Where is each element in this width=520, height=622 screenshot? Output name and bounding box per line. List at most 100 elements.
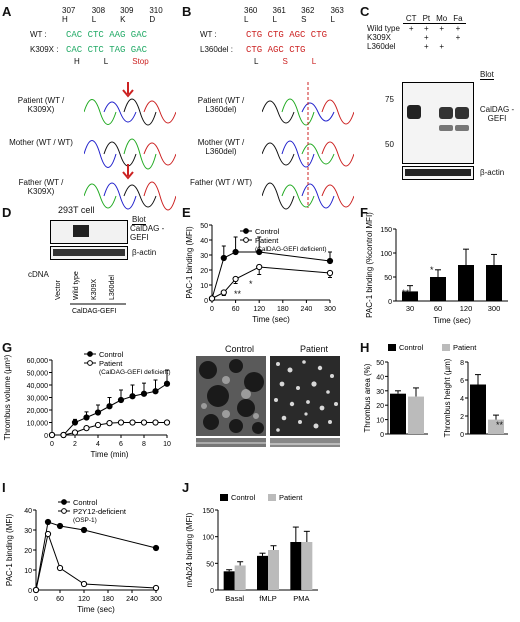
y-tick-label: 4 <box>460 396 464 403</box>
blot-image-caldag-c <box>402 82 474 164</box>
sig-marker: ** <box>402 288 410 298</box>
data-point <box>94 409 102 416</box>
y-tick-label: 40 <box>24 508 32 515</box>
genotype-mark: + <box>439 24 445 33</box>
y-tick-label: 150 <box>380 227 392 234</box>
panel-letter-i: I <box>2 480 6 495</box>
data-point <box>140 419 148 426</box>
y-tick-label: 2 <box>460 414 464 421</box>
column-header: Fa <box>450 14 466 24</box>
amino-acid: Stop <box>132 57 149 66</box>
series-line <box>35 532 157 591</box>
blot-label: CalDAG -GEFI <box>130 224 165 242</box>
y-tick-label: 0 <box>44 433 48 440</box>
y-tick-label: 40 <box>200 238 208 245</box>
x-axis-label: Time (min) <box>91 450 129 459</box>
amino-acid: S <box>282 57 288 66</box>
sig-marker: ** <box>496 420 504 430</box>
x-tick-label: 120 <box>78 596 90 603</box>
band <box>439 125 453 131</box>
codon-header: 307 H 308 L 309 K 310 D <box>30 6 170 24</box>
x-tick-label: 180 <box>102 596 114 603</box>
series-line <box>211 266 331 299</box>
y-tick-label: 0 <box>380 432 384 439</box>
y-tick-label: 30 <box>376 389 384 396</box>
bar <box>234 565 246 590</box>
y-tick-label: 0 <box>460 432 464 439</box>
data-point <box>83 425 90 432</box>
bar <box>290 542 302 590</box>
x-tick-label: 60 <box>434 304 442 313</box>
blot-header-d: Blot <box>132 215 146 225</box>
genotype-mark: + <box>455 24 461 33</box>
legend-swatch <box>268 494 276 501</box>
chart-g: 0 10,000 20,000 30,000 40,000 50,000 60,000 Thr… <box>3 350 171 459</box>
y-tick-label: 6 <box>460 378 464 385</box>
series-line <box>211 251 331 299</box>
legend-label: P2Y12-deficient <box>73 507 127 516</box>
y-axis-label: Thrombus volume (µm³) <box>3 354 12 440</box>
row-label: K309X <box>367 33 392 42</box>
y-tick-label: 0 <box>28 588 32 595</box>
data-point <box>220 254 227 262</box>
x-tick-label: 120 <box>460 304 473 313</box>
genotype-mark <box>403 33 420 42</box>
data-point <box>152 584 160 592</box>
sig-marker: * <box>249 279 253 289</box>
data-point <box>56 522 64 530</box>
data-point <box>163 419 171 426</box>
lane-label: K309X <box>91 279 98 300</box>
data-point <box>71 419 79 426</box>
chart-e: 0 10 20 30 40 50 PAC-1 binding (MFI) Time (sec)… <box>185 223 336 324</box>
bar <box>223 571 235 590</box>
y-tick-label: 0 <box>210 588 214 595</box>
legend-marker <box>61 508 67 514</box>
panel-a-sequence: 307 H 308 L 309 K 310 D WT : CAC CTC AAG… <box>30 6 170 66</box>
x-tick-label: 0 <box>50 441 54 448</box>
panel-letter-j: J <box>182 480 190 495</box>
mutant-label: K309X : <box>30 45 59 54</box>
trace-label: Patient (WT / L360del) <box>197 96 245 114</box>
x-tick-label: 10 <box>163 441 171 448</box>
data-point <box>117 396 125 404</box>
x-tick-label: 300 <box>324 306 336 313</box>
codon-label: 310 D <box>149 6 163 24</box>
legend-marker <box>243 228 249 234</box>
y-tick-label: 60,000 <box>27 358 49 365</box>
lane-labels-d: Vector Wild type K309X L360del CalDAG-GE… <box>55 271 126 315</box>
legend-label: Patient <box>99 359 123 368</box>
data-point <box>71 429 79 436</box>
bar <box>488 419 504 434</box>
wt-label: WT : <box>30 30 47 39</box>
y-tick-label: 100 <box>202 535 214 542</box>
x-tick-label: 60 <box>56 596 64 603</box>
codon-label: 308 L <box>91 6 106 24</box>
x-tick-label: 0 <box>34 596 38 603</box>
row-label: Wild type <box>367 23 400 33</box>
genotype-mark: + <box>455 33 461 42</box>
trace-label: Mother (WT / WT) <box>9 138 73 147</box>
data-point <box>208 295 216 302</box>
y-tick-label: 10,000 <box>27 421 49 428</box>
trace-patient <box>84 98 176 126</box>
y-tick-label: 50 <box>376 360 384 367</box>
y-tick-label: 8 <box>460 360 464 367</box>
bar <box>268 550 279 590</box>
genotype-mark: + <box>424 24 429 33</box>
bar <box>257 555 268 590</box>
genotype-mark <box>403 42 420 51</box>
band <box>439 107 453 119</box>
data-point <box>152 544 160 552</box>
cdna-label: cDNA <box>28 270 49 279</box>
confocal-image-patient <box>270 356 340 436</box>
chromatogram-b <box>262 82 354 210</box>
series-line <box>52 383 168 436</box>
data-point <box>232 275 239 283</box>
legend-label: Patient <box>279 493 303 502</box>
data-point <box>326 257 334 265</box>
data-point <box>106 403 113 410</box>
panel-c-genotype-table: CT Pt Mo Fa Wild type + + + + K309X + + … <box>364 14 466 51</box>
data-point <box>152 419 159 426</box>
panel-letter-g: G <box>2 340 13 355</box>
amino-acid: L <box>254 57 259 66</box>
